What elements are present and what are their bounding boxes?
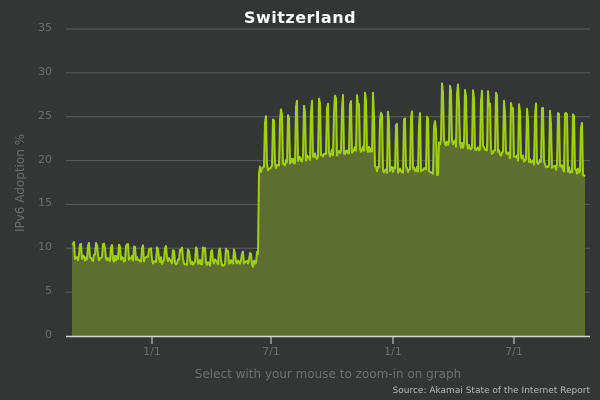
chart-title: Switzerland bbox=[243, 8, 357, 27]
y-tick-label: 25 bbox=[38, 108, 52, 122]
y-tick-label: 5 bbox=[45, 284, 52, 298]
x-tick-label: 1/1 bbox=[384, 345, 402, 358]
y-tick-label: 35 bbox=[38, 21, 52, 34]
x-tick-label: 7/1 bbox=[505, 345, 523, 358]
y-axis-label: IPv6 Adoption % bbox=[13, 133, 27, 233]
series-line bbox=[71, 82, 586, 268]
y-tick-label: 30 bbox=[38, 64, 52, 78]
zoom-hint: Select with your mouse to zoom-in on gra… bbox=[194, 367, 462, 381]
y-tick-label: 10 bbox=[38, 240, 52, 254]
x-tick-label: 1/1 bbox=[143, 345, 161, 358]
source-credit: Source: Akamai State of the Internet Rep… bbox=[392, 386, 590, 396]
x-tick-label: 7/1 bbox=[262, 345, 280, 358]
y-tick-label: 15 bbox=[38, 196, 52, 210]
y-tick-label: 0 bbox=[45, 328, 52, 341]
y-tick-label: 20 bbox=[38, 152, 52, 166]
